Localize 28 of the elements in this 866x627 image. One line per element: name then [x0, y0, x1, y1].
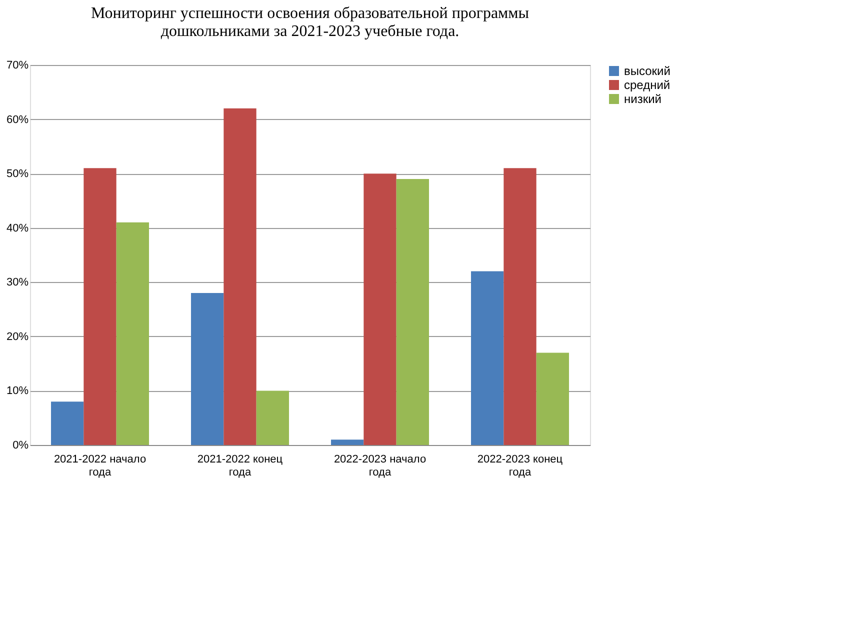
legend-label: низкий	[624, 92, 662, 106]
bar	[364, 174, 396, 445]
chart-title: Мониторинг успешности освоения образовательной программы дошкольниками за 2021-2023 учебные года.	[90, 5, 530, 40]
bar	[396, 179, 429, 445]
y-tick-label: 70%	[6, 60, 29, 72]
y-tick-label: 10%	[6, 385, 29, 398]
y-tick-label: 20%	[6, 330, 29, 343]
bar	[84, 168, 116, 445]
bar	[51, 402, 84, 445]
y-tick-label: 0%	[12, 440, 29, 452]
bar	[224, 108, 256, 445]
bar	[191, 293, 224, 445]
bar	[256, 390, 289, 445]
x-tick-label: 2022-2023 конец года	[477, 454, 564, 478]
bar	[471, 271, 504, 445]
y-tick-label: 60%	[6, 114, 29, 126]
y-tick-label: 40%	[6, 222, 29, 234]
bar	[504, 168, 536, 445]
y-tick-label: 50%	[6, 168, 29, 180]
x-tick-label: 2021-2022 конец года	[197, 454, 284, 478]
bar	[116, 222, 149, 445]
x-tick-label: 2021-2022 начало года	[54, 454, 146, 478]
bar	[331, 440, 364, 445]
legend-label: средний	[624, 78, 670, 92]
legend-label: высокий	[624, 64, 670, 78]
x-tick-label: 2022-2023 начало года	[334, 454, 426, 478]
y-tick-label: 30%	[6, 276, 29, 289]
bar	[536, 352, 569, 445]
